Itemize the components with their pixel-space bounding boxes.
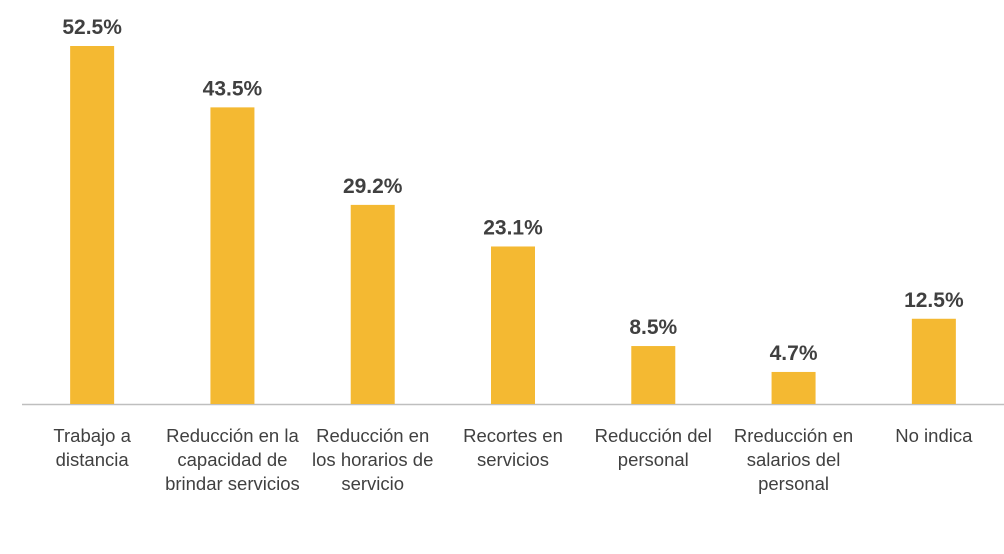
x-tick-label: Reducción en la capacidad de brindar ser…: [165, 425, 300, 494]
bar: [631, 346, 676, 404]
bar: [911, 318, 956, 404]
value-label: 43.5%: [203, 77, 263, 100]
x-tick-label: Reducción del personal: [594, 425, 712, 470]
bar: [210, 107, 255, 404]
value-label: 12.5%: [904, 289, 964, 312]
bar: [70, 46, 115, 404]
value-label: 29.2%: [343, 175, 403, 198]
bar: [771, 371, 816, 404]
x-tick-label: Recortes en servicios: [463, 425, 563, 470]
value-label: 4.7%: [770, 342, 818, 365]
x-tick-label: Rreducción en salarios del personal: [733, 425, 854, 494]
x-tick-label: Trabajo a distancia: [53, 425, 131, 470]
x-tick-label: Reducción en los horarios de servicio: [312, 425, 434, 494]
value-label: 52.5%: [62, 16, 122, 39]
x-tick-label: No indica: [895, 425, 973, 446]
value-label: 8.5%: [629, 316, 677, 339]
value-label: 23.1%: [483, 216, 543, 239]
bar: [491, 246, 535, 404]
bar: [350, 204, 395, 404]
